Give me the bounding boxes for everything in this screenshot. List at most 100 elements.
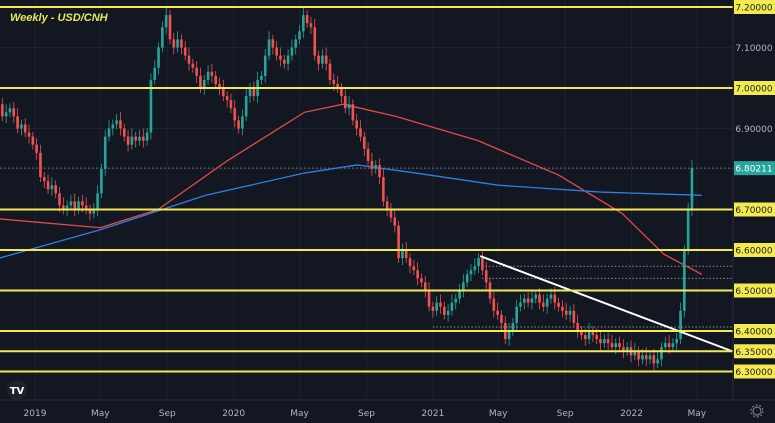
- candle-body: [362, 136, 366, 149]
- moving-average-line-2: [0, 164, 702, 259]
- candle-body: [164, 15, 168, 28]
- logo-text: TV: [10, 386, 25, 397]
- candle-body: [343, 96, 347, 109]
- candle-body: [404, 250, 408, 259]
- candle-body: [145, 132, 149, 141]
- candle-body: [81, 201, 84, 206]
- candle-body: [20, 124, 23, 129]
- gear-icon[interactable]: [750, 404, 764, 418]
- candle-body: [8, 108, 12, 113]
- candle-body: [134, 136, 137, 141]
- candle-body: [218, 83, 221, 88]
- candle-body: [65, 205, 69, 210]
- candle-body: [393, 217, 397, 226]
- candle-body: [309, 23, 313, 28]
- candle-body: [351, 104, 355, 121]
- candle-body: [54, 185, 57, 194]
- candle-body: [660, 347, 663, 360]
- candle-body: [454, 298, 458, 303]
- candle-body: [633, 351, 637, 356]
- candle-body: [294, 39, 298, 48]
- candle-body: [484, 270, 488, 283]
- price-label-box: [734, 283, 775, 298]
- candle-body: [187, 55, 191, 64]
- candle-body: [420, 278, 423, 283]
- candle-body: [618, 343, 621, 348]
- candle-body: [180, 39, 183, 48]
- candle-body: [202, 79, 206, 88]
- candle-body: [138, 136, 141, 141]
- candle-body: [347, 104, 351, 109]
- candle-body: [576, 322, 579, 331]
- candle-body: [275, 47, 278, 56]
- candle-body: [214, 75, 218, 84]
- candle-body: [149, 79, 153, 133]
- candle-body: [446, 310, 450, 315]
- candle-body: [416, 270, 419, 279]
- candle-body: [526, 298, 530, 303]
- price-tick-label: 6.60000: [735, 247, 772, 257]
- candle-body: [644, 355, 648, 360]
- candle-body: [412, 266, 416, 271]
- candle-body: [142, 136, 145, 141]
- price-tick-label: 7.10000: [735, 44, 772, 54]
- candle-body: [366, 148, 370, 161]
- gear-icon-ring: [752, 406, 762, 416]
- candle-body: [378, 164, 381, 178]
- candle-body: [153, 67, 157, 80]
- candle-body: [671, 343, 675, 348]
- candle-body: [599, 339, 602, 344]
- candles: [1, 7, 694, 371]
- candle-body: [168, 15, 172, 40]
- price-tick-label: 6.50000: [735, 287, 772, 297]
- candle-body: [385, 201, 389, 210]
- candle-body: [225, 96, 229, 101]
- candle-body: [39, 152, 42, 178]
- candle-body: [252, 88, 256, 97]
- candle-body: [1, 104, 4, 117]
- candle-body: [561, 306, 564, 311]
- candle-body: [435, 302, 438, 311]
- candle-body: [122, 128, 126, 137]
- price-tick-label: 6.90000: [735, 125, 772, 135]
- candle-body: [439, 302, 442, 307]
- candle-body: [176, 39, 179, 48]
- time-tick-label: Sep: [557, 409, 574, 419]
- candle-body: [477, 258, 480, 267]
- price-tick-label: 6.70000: [735, 206, 772, 216]
- candle-body: [282, 59, 286, 64]
- candle-body: [431, 306, 435, 311]
- candle-body: [625, 347, 629, 352]
- candle-body: [370, 160, 374, 169]
- candle-body: [210, 71, 214, 76]
- candle-body: [675, 339, 679, 344]
- candle-body: [271, 39, 275, 48]
- price-tick-label: 7.20000: [735, 4, 772, 14]
- candle-body: [88, 209, 92, 214]
- candle-body: [100, 169, 103, 194]
- tradingview-logo: TV: [7, 380, 27, 400]
- candle-body: [423, 282, 427, 291]
- candle-body: [469, 270, 473, 275]
- candle-body: [35, 144, 38, 153]
- candle-body: [408, 258, 412, 267]
- candle-body: [12, 108, 16, 117]
- candle-body: [523, 298, 526, 303]
- candle-body: [610, 343, 614, 348]
- candle-body: [473, 266, 477, 271]
- candle-body: [328, 63, 332, 80]
- candle-body: [572, 310, 576, 323]
- price-tick-label: 7.00000: [735, 85, 772, 95]
- candle-body: [126, 136, 130, 145]
- time-tick-label: 2021: [421, 409, 444, 419]
- candle-body: [450, 302, 454, 311]
- candle-body: [458, 290, 461, 299]
- candle-body: [73, 201, 77, 210]
- candle-body: [500, 314, 503, 323]
- candle-body: [244, 96, 248, 117]
- candle-body: [595, 335, 599, 340]
- candle-body: [172, 39, 176, 48]
- candle-body: [107, 128, 111, 137]
